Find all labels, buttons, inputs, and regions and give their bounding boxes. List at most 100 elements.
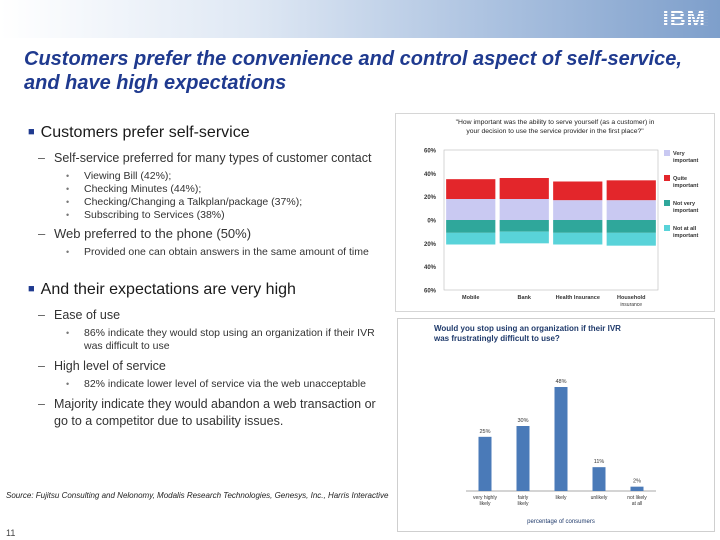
bar-segment bbox=[446, 199, 496, 220]
list-item: • Checking Minutes (44%); bbox=[66, 183, 388, 196]
bullet-text: High level of service bbox=[54, 359, 166, 373]
dot-bullet-icon: • bbox=[66, 197, 70, 207]
ivr-chart: Would you stop using an organization if … bbox=[397, 318, 715, 532]
bullet-list: ■ Customers prefer self-service – Self-ser… bbox=[28, 120, 388, 434]
chart-title: "How important was the ability to serve … bbox=[456, 119, 655, 126]
x-tick-label: likely bbox=[555, 495, 567, 501]
x-tick-label: very highly bbox=[473, 495, 497, 501]
y-tick-label: 20% bbox=[424, 242, 437, 248]
x-tick-label: at all bbox=[632, 501, 643, 507]
list-item: • 86% indicate they would stop using an o… bbox=[66, 327, 388, 353]
bar bbox=[630, 486, 644, 491]
y-tick-label: 60% bbox=[424, 289, 437, 295]
bar-segment bbox=[606, 180, 656, 201]
item-text: Checking/Changing a Talkplan/package (37… bbox=[84, 196, 303, 208]
bar-segment bbox=[606, 220, 656, 233]
value-label: 48% bbox=[555, 379, 566, 385]
legend-label: Quite bbox=[673, 176, 687, 182]
dash-bullet-icon: – bbox=[38, 397, 45, 411]
bar-segment bbox=[499, 220, 549, 232]
bullet-customers-prefer: ■ Customers prefer self-service bbox=[28, 124, 388, 142]
x-tick-label: Bank bbox=[518, 295, 532, 301]
sub-bullet-service-level: – High level of service bbox=[38, 358, 388, 374]
x-tick-label: unlikely bbox=[591, 495, 608, 501]
x-tick-label: Mobile bbox=[462, 295, 479, 301]
value-label: 2% bbox=[633, 479, 641, 485]
value-label: 30% bbox=[517, 418, 528, 424]
bar bbox=[478, 436, 492, 491]
list-item: • 82% indicate lower level of service via… bbox=[66, 378, 388, 391]
legend-swatch bbox=[664, 225, 670, 231]
legend-label: important bbox=[673, 183, 699, 189]
item-text: Subscribing to Services (38%) bbox=[84, 209, 225, 221]
ivr-chart-svg: Would you stop using an organization if … bbox=[433, 324, 656, 525]
legend-swatch bbox=[664, 200, 670, 206]
x-tick-label: Household bbox=[617, 295, 645, 301]
ibm-logo: IBM bbox=[662, 6, 706, 31]
page-number: 11 bbox=[6, 528, 16, 538]
bar-segment bbox=[446, 220, 496, 233]
sub-bullet-abandon: – Majority indicate they would abandon a … bbox=[38, 396, 388, 430]
x-tick-label: Health Insurance bbox=[556, 295, 600, 301]
y-tick-label: 0% bbox=[427, 219, 436, 225]
x-tick-label: insurance bbox=[620, 302, 642, 308]
bar-segment bbox=[499, 199, 549, 220]
bullet-text: Web preferred to the phone (50%) bbox=[54, 226, 252, 241]
legend-swatch bbox=[664, 150, 670, 156]
list-item: • Provided one can obtain answers in the … bbox=[66, 246, 388, 259]
bar-segment bbox=[499, 178, 549, 199]
bar bbox=[554, 387, 568, 491]
bar-segment bbox=[606, 200, 656, 220]
item-text: 82% indicate lower level of service via … bbox=[84, 378, 366, 390]
dash-bullet-icon: – bbox=[38, 151, 45, 165]
bullet-text: And their expectations are very high bbox=[40, 281, 296, 298]
legend-label: Not very bbox=[673, 201, 696, 207]
legend-swatch bbox=[664, 175, 670, 181]
dash-bullet-icon: – bbox=[38, 226, 46, 241]
bar-segment bbox=[499, 231, 549, 244]
plot-frame bbox=[443, 149, 659, 291]
item-text: 86% indicate they would stop using an or… bbox=[84, 327, 375, 352]
bar bbox=[592, 467, 606, 491]
header-bar: IBM bbox=[0, 0, 720, 38]
bar bbox=[516, 426, 530, 491]
bar-segment bbox=[553, 220, 603, 233]
chart-title: was frustratingly difficult to use? bbox=[433, 334, 560, 343]
x-axis-label: percentage of consumers bbox=[527, 519, 595, 525]
x-tick-label: fairly bbox=[518, 495, 529, 501]
square-bullet-icon: ■ bbox=[28, 283, 35, 295]
legend-label: important bbox=[673, 158, 699, 164]
bar-segment bbox=[553, 232, 603, 245]
bullet-expectations: ■ And their expectations are very high bbox=[28, 281, 388, 299]
x-tick-label: not likely bbox=[627, 495, 647, 501]
dash-bullet-icon: – bbox=[38, 359, 45, 373]
list-item: • Subscribing to Services (38%) bbox=[66, 209, 388, 222]
y-tick-label: 40% bbox=[424, 172, 437, 178]
slide-title: Customers prefer the convenience and con… bbox=[24, 48, 682, 94]
y-tick-label: 60% bbox=[424, 149, 437, 155]
dot-bullet-icon: • bbox=[66, 328, 70, 338]
bar-segment bbox=[553, 181, 603, 201]
y-tick-label: 40% bbox=[424, 265, 437, 271]
legend-label: Not at all bbox=[673, 226, 697, 232]
dash-bullet-icon: – bbox=[38, 308, 45, 322]
list-item: • Viewing Bill (42%); bbox=[66, 170, 388, 183]
list-item: • Checking/Changing a Talkplan/package (3… bbox=[66, 196, 388, 209]
dot-bullet-icon: • bbox=[66, 247, 70, 257]
bar-segment bbox=[553, 200, 603, 220]
legend-label: important bbox=[673, 233, 699, 239]
sub-bullet-self-service: – Self-service preferred for many types o… bbox=[38, 150, 388, 166]
sub-bullet-web-preferred: – Web preferred to the phone (50%) bbox=[38, 226, 388, 242]
importance-chart: "How important was the ability to serve … bbox=[395, 113, 715, 312]
bar-segment bbox=[446, 232, 496, 245]
bullet-text: Majority indicate they would abandon a w… bbox=[54, 397, 376, 428]
item-text: Checking Minutes (44%); bbox=[84, 183, 202, 195]
bullet-text: Self-service preferred for many types of… bbox=[54, 151, 372, 165]
square-bullet-icon: ■ bbox=[28, 126, 35, 138]
value-label: 25% bbox=[479, 429, 490, 435]
legend-label: Very bbox=[673, 151, 686, 157]
dot-bullet-icon: • bbox=[66, 379, 70, 389]
bullet-text: Customers prefer self-service bbox=[40, 124, 250, 141]
legend-label: important bbox=[673, 208, 699, 214]
bar-segment bbox=[446, 179, 496, 199]
